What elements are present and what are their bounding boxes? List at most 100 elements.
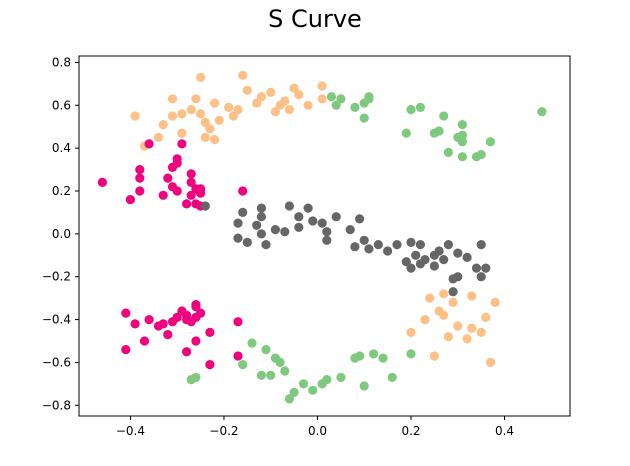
scatter-point xyxy=(121,345,131,355)
scatter-point xyxy=(163,173,173,183)
scatter-point xyxy=(415,102,425,112)
scatter-point xyxy=(406,237,416,247)
scatter-point xyxy=(429,351,439,361)
x-tick-label: 0.0 xyxy=(308,424,327,438)
scatter-point xyxy=(205,327,215,337)
scatter-point xyxy=(135,165,145,175)
scatter-point xyxy=(284,201,294,211)
scatter-point xyxy=(485,137,496,147)
scatter-point xyxy=(303,100,313,110)
scatter-point xyxy=(336,94,346,104)
scatter-point xyxy=(411,250,421,260)
scatter-point xyxy=(228,111,238,121)
scatter-point xyxy=(144,139,154,149)
scatter-point xyxy=(275,357,285,367)
scatter-point xyxy=(186,177,196,187)
scatter-point xyxy=(238,186,248,196)
scatter-point xyxy=(210,135,220,145)
scatter-point xyxy=(429,261,439,271)
scatter-point xyxy=(434,126,444,136)
scatter-point xyxy=(163,330,173,340)
y-tick-label: −0.4 xyxy=(42,313,71,327)
scatter-point xyxy=(191,372,201,382)
scatter-point xyxy=(233,317,243,327)
scatter-point xyxy=(172,312,182,322)
scatter-point xyxy=(481,312,491,322)
scatter-point xyxy=(233,351,243,361)
scatter-point xyxy=(443,332,453,342)
scatter-point xyxy=(448,297,458,307)
scatter-point xyxy=(200,201,210,211)
y-tick-label: 0.4 xyxy=(52,141,71,155)
scatter-point xyxy=(256,229,266,239)
scatter-point xyxy=(270,225,280,235)
scatter-point xyxy=(153,132,164,142)
scatter-point xyxy=(439,111,449,121)
scatter-point xyxy=(420,315,430,325)
scatter-point xyxy=(167,94,178,104)
scatter-point xyxy=(261,345,271,355)
y-tick-label: 0.6 xyxy=(52,98,71,112)
scatter-point xyxy=(135,186,145,196)
scatter-point xyxy=(453,272,463,282)
y-tick-label: 0.0 xyxy=(52,227,71,241)
scatter-point xyxy=(401,257,411,267)
scatter-point xyxy=(336,372,346,382)
scatter-point xyxy=(167,111,178,121)
scatter-point xyxy=(322,375,332,385)
scatter-point xyxy=(457,152,467,162)
scatter-point xyxy=(130,319,140,329)
scatter-point xyxy=(144,315,154,325)
points-layer xyxy=(97,70,547,404)
scatter-point xyxy=(434,246,444,256)
x-tick-label: −0.4 xyxy=(116,424,145,438)
scatter-point xyxy=(182,347,192,357)
scatter-point xyxy=(252,98,262,108)
scatter-point xyxy=(378,353,388,363)
scatter-point xyxy=(457,120,467,130)
scatter-point xyxy=(191,302,201,312)
scatter-point xyxy=(238,70,248,80)
scatter-point xyxy=(369,349,379,359)
scatter-point xyxy=(130,111,140,121)
scatter-point xyxy=(364,92,374,102)
scatter-point xyxy=(266,370,276,380)
x-tick-label: 0.2 xyxy=(401,424,420,438)
scatter-point xyxy=(289,387,299,397)
y-tick-label: −0.2 xyxy=(42,270,71,284)
scatter-point xyxy=(443,147,453,157)
scatter-point xyxy=(242,85,252,95)
y-axis: −0.8 −0.6 −0.4 −0.2 0.0 0.2 0.4 0.6 0.8 xyxy=(42,55,79,412)
scatter-point xyxy=(331,100,341,110)
scatter-point xyxy=(425,293,435,303)
scatter-point xyxy=(247,338,257,348)
x-tick-label: 0.4 xyxy=(495,424,514,438)
scatter-point xyxy=(355,351,365,361)
scatter-point xyxy=(420,255,430,265)
scatter-point xyxy=(256,203,266,213)
scatter-point xyxy=(406,105,416,115)
y-tick-label: −0.8 xyxy=(42,398,71,412)
scatter-point xyxy=(172,154,182,164)
scatter-point xyxy=(490,297,500,307)
scatter-point xyxy=(467,291,477,301)
scatter-point xyxy=(233,218,243,228)
scatter-point xyxy=(298,379,309,389)
scatter-point xyxy=(256,92,266,102)
scatter-point xyxy=(355,214,365,224)
scatter-point xyxy=(476,150,486,160)
scatter-point xyxy=(467,323,477,333)
scatter-point xyxy=(256,212,266,222)
scatter-point xyxy=(443,240,453,250)
scatter-point xyxy=(158,120,168,130)
scatter-point xyxy=(317,218,327,228)
scatter-point xyxy=(242,237,252,247)
scatter-point xyxy=(364,244,374,254)
scatter-point xyxy=(383,246,393,256)
scatter-point xyxy=(439,289,449,299)
scatter-point xyxy=(177,139,187,149)
scatter-point xyxy=(359,235,369,245)
scatter-point xyxy=(476,327,486,337)
scatter-point xyxy=(537,107,547,117)
